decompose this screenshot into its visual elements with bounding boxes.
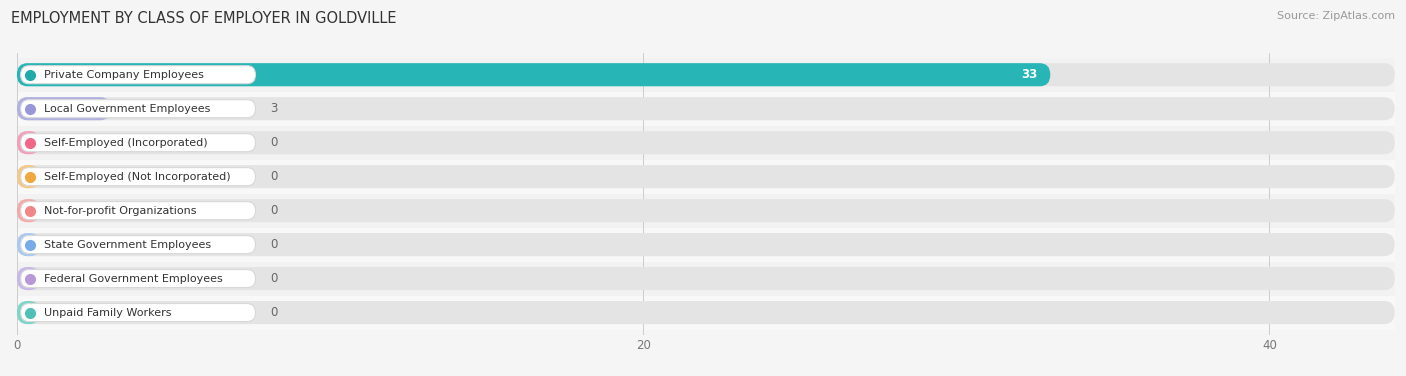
FancyBboxPatch shape bbox=[17, 160, 1395, 194]
Text: Local Government Employees: Local Government Employees bbox=[44, 104, 211, 114]
Text: Private Company Employees: Private Company Employees bbox=[44, 70, 204, 80]
Text: Self-Employed (Incorporated): Self-Employed (Incorporated) bbox=[44, 138, 208, 148]
FancyBboxPatch shape bbox=[21, 202, 256, 220]
FancyBboxPatch shape bbox=[17, 131, 1395, 154]
Text: Federal Government Employees: Federal Government Employees bbox=[44, 274, 222, 284]
FancyBboxPatch shape bbox=[17, 227, 1395, 262]
FancyBboxPatch shape bbox=[17, 58, 1395, 92]
FancyBboxPatch shape bbox=[17, 199, 41, 222]
Text: 0: 0 bbox=[270, 136, 278, 149]
Text: 0: 0 bbox=[270, 204, 278, 217]
FancyBboxPatch shape bbox=[17, 301, 1395, 324]
FancyBboxPatch shape bbox=[17, 233, 1395, 256]
FancyBboxPatch shape bbox=[17, 97, 1395, 120]
Text: 33: 33 bbox=[1022, 68, 1038, 81]
FancyBboxPatch shape bbox=[21, 66, 256, 84]
Text: Unpaid Family Workers: Unpaid Family Workers bbox=[44, 308, 172, 318]
Text: State Government Employees: State Government Employees bbox=[44, 240, 211, 250]
FancyBboxPatch shape bbox=[21, 168, 256, 186]
FancyBboxPatch shape bbox=[21, 236, 256, 254]
FancyBboxPatch shape bbox=[21, 133, 256, 152]
FancyBboxPatch shape bbox=[17, 262, 1395, 296]
FancyBboxPatch shape bbox=[17, 131, 41, 154]
FancyBboxPatch shape bbox=[21, 303, 256, 321]
FancyBboxPatch shape bbox=[17, 97, 111, 120]
FancyBboxPatch shape bbox=[17, 301, 41, 324]
Text: 0: 0 bbox=[270, 306, 278, 319]
FancyBboxPatch shape bbox=[17, 296, 1395, 329]
FancyBboxPatch shape bbox=[17, 267, 1395, 290]
FancyBboxPatch shape bbox=[17, 233, 41, 256]
FancyBboxPatch shape bbox=[17, 126, 1395, 160]
Text: 3: 3 bbox=[270, 102, 278, 115]
FancyBboxPatch shape bbox=[21, 100, 256, 118]
FancyBboxPatch shape bbox=[17, 194, 1395, 227]
FancyBboxPatch shape bbox=[17, 92, 1395, 126]
FancyBboxPatch shape bbox=[17, 165, 1395, 188]
FancyBboxPatch shape bbox=[17, 267, 41, 290]
Text: Source: ZipAtlas.com: Source: ZipAtlas.com bbox=[1277, 11, 1395, 21]
Text: Self-Employed (Not Incorporated): Self-Employed (Not Incorporated) bbox=[44, 172, 231, 182]
FancyBboxPatch shape bbox=[21, 270, 256, 288]
Text: EMPLOYMENT BY CLASS OF EMPLOYER IN GOLDVILLE: EMPLOYMENT BY CLASS OF EMPLOYER IN GOLDV… bbox=[11, 11, 396, 26]
FancyBboxPatch shape bbox=[17, 63, 1050, 86]
FancyBboxPatch shape bbox=[17, 63, 1395, 86]
Text: 0: 0 bbox=[270, 272, 278, 285]
FancyBboxPatch shape bbox=[17, 165, 41, 188]
FancyBboxPatch shape bbox=[17, 199, 1395, 222]
Text: Not-for-profit Organizations: Not-for-profit Organizations bbox=[44, 206, 197, 215]
Text: 0: 0 bbox=[270, 170, 278, 183]
Text: 0: 0 bbox=[270, 238, 278, 251]
